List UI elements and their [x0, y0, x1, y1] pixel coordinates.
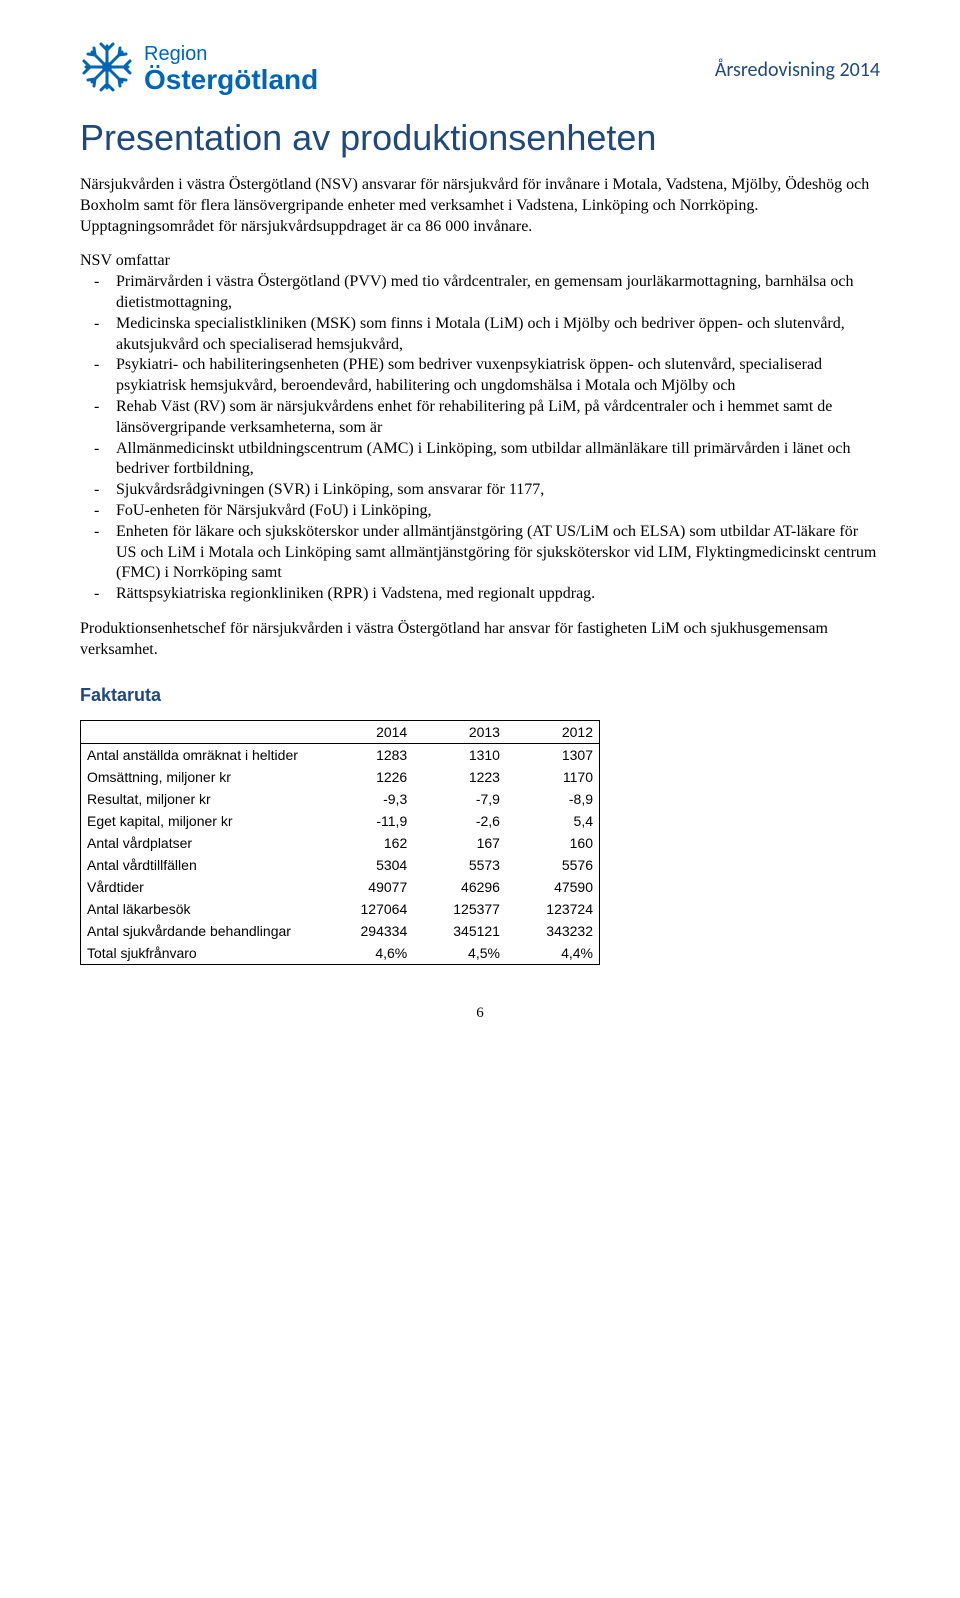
table-cell: -2,6 [413, 810, 506, 832]
table-cell: 123724 [506, 898, 600, 920]
table-cell: 5,4 [506, 810, 600, 832]
page-title: Presentation av produktionsenheten [80, 117, 880, 159]
nsv-list: Primärvården i västra Östergötland (PVV)… [80, 272, 880, 605]
list-item: Psykiatri- och habiliteringsenheten (PHE… [116, 355, 880, 397]
table-cell: Omsättning, miljoner kr [81, 766, 321, 788]
table-row: Eget kapital, miljoner kr-11,9-2,65,4 [81, 810, 600, 832]
snowflake-icon [80, 40, 134, 99]
table-header: 2012 [506, 720, 600, 743]
table-cell: 345121 [413, 920, 506, 942]
table-cell: 4,4% [506, 942, 600, 965]
doc-title: Årsredovisning 2014 [715, 58, 880, 82]
logo-text: Region Östergötland [144, 44, 318, 94]
table-cell: Resultat, miljoner kr [81, 788, 321, 810]
list-intro: NSV omfattar [80, 251, 880, 272]
table-cell: 1310 [413, 743, 506, 766]
table-cell: 1223 [413, 766, 506, 788]
table-cell: 47590 [506, 876, 600, 898]
table-row: Antal anställda omräknat i heltider12831… [81, 743, 600, 766]
closing-paragraph: Produktionsenhetschef för närsjukvården … [80, 619, 880, 661]
table-cell: 343232 [506, 920, 600, 942]
table-cell: 160 [506, 832, 600, 854]
table-header: 2014 [321, 720, 414, 743]
table-cell: Eget kapital, miljoner kr [81, 810, 321, 832]
table-cell: 1226 [321, 766, 414, 788]
table-cell: Antal anställda omräknat i heltider [81, 743, 321, 766]
table-cell: -7,9 [413, 788, 506, 810]
table-cell: 5304 [321, 854, 414, 876]
list-item: FoU-enheten för Närsjukvård (FoU) i Link… [116, 501, 880, 522]
logo-block: Region Östergötland [80, 40, 318, 99]
list-item: Rehab Väst (RV) som är närsjukvårdens en… [116, 397, 880, 439]
table-cell: 127064 [321, 898, 414, 920]
table-row: Vårdtider490774629647590 [81, 876, 600, 898]
table-row: Antal sjukvårdande behandlingar294334345… [81, 920, 600, 942]
logo-region-label: Region [144, 44, 318, 65]
list-item: Sjukvårdsrådgivningen (SVR) i Linköping,… [116, 480, 880, 501]
logo-name-label: Östergötland [144, 65, 318, 94]
table-row: Resultat, miljoner kr-9,3-7,9-8,9 [81, 788, 600, 810]
table-cell: 294334 [321, 920, 414, 942]
page-header: Region Östergötland Årsredovisning 2014 [80, 40, 880, 99]
faktaruta-heading: Faktaruta [80, 685, 880, 706]
list-item: Rättspsykiatriska regionkliniken (RPR) i… [116, 584, 880, 605]
table-row: Antal vårdplatser162167160 [81, 832, 600, 854]
list-item: Medicinska specialistkliniken (MSK) som … [116, 314, 880, 356]
list-item: Enheten för läkare och sjuksköterskor un… [116, 522, 880, 584]
table-cell: -11,9 [321, 810, 414, 832]
table-row: Antal vårdtillfällen530455735576 [81, 854, 600, 876]
table-cell: Antal läkarbesök [81, 898, 321, 920]
table-row: Total sjukfrånvaro4,6%4,5%4,4% [81, 942, 600, 965]
table-cell: Antal sjukvårdande behandlingar [81, 920, 321, 942]
table-cell: 1307 [506, 743, 600, 766]
table-cell: 46296 [413, 876, 506, 898]
table-header [81, 720, 321, 743]
table-cell: 1283 [321, 743, 414, 766]
table-cell: Antal vårdplatser [81, 832, 321, 854]
table-cell: 162 [321, 832, 414, 854]
table-cell: 167 [413, 832, 506, 854]
intro-paragraph: Närsjukvården i västra Östergötland (NSV… [80, 175, 880, 237]
table-header: 2013 [413, 720, 506, 743]
table-cell: Vårdtider [81, 876, 321, 898]
table-cell: 125377 [413, 898, 506, 920]
table-cell: 4,6% [321, 942, 414, 965]
list-item: Allmänmedicinskt utbildningscentrum (AMC… [116, 439, 880, 481]
table-cell: 49077 [321, 876, 414, 898]
page-number: 6 [80, 1005, 880, 1022]
table-row: Antal läkarbesök127064125377123724 [81, 898, 600, 920]
table-cell: 4,5% [413, 942, 506, 965]
table-cell: 5576 [506, 854, 600, 876]
table-cell: 5573 [413, 854, 506, 876]
table-cell: -8,9 [506, 788, 600, 810]
faktaruta-table: 201420132012Antal anställda omräknat i h… [80, 720, 600, 965]
table-row: Omsättning, miljoner kr122612231170 [81, 766, 600, 788]
table-cell: 1170 [506, 766, 600, 788]
list-item: Primärvården i västra Östergötland (PVV)… [116, 272, 880, 314]
table-cell: Antal vårdtillfällen [81, 854, 321, 876]
table-cell: Total sjukfrånvaro [81, 942, 321, 965]
table-cell: -9,3 [321, 788, 414, 810]
